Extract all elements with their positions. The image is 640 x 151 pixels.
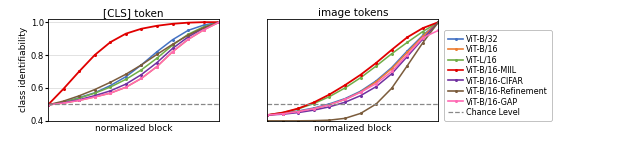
X-axis label: normalized block: normalized block <box>314 124 392 133</box>
Y-axis label: class identifiability: class identifiability <box>19 27 28 112</box>
Title: image tokens: image tokens <box>317 8 388 18</box>
Title: [CLS] token: [CLS] token <box>104 8 164 18</box>
Legend: ViT-B/32, ViT-B/16, ViT-L/16, ViT-B/16-MIIL, ViT-B/16-CIFAR, ViT-B/16-Refinement: ViT-B/32, ViT-B/16, ViT-L/16, ViT-B/16-M… <box>444 30 552 121</box>
X-axis label: normalized block: normalized block <box>95 124 172 133</box>
